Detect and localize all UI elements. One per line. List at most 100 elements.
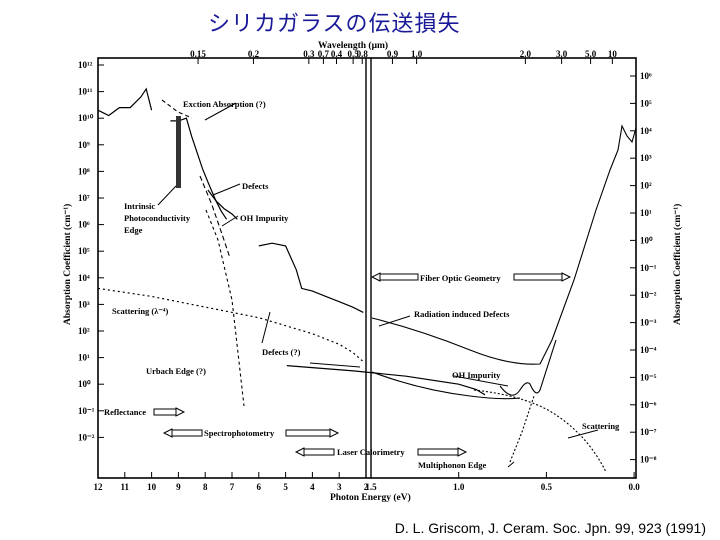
annotation-oh-impurity-top: OH Impurity [240,213,289,223]
right-tick-label: 10⁻² [640,290,657,300]
tick-layer: 12 11 10 9 8 7 6 5 4 3 21.5 1.0 0.5 0.00.15 0.2 0.3 0.4 0… [78,49,657,492]
left-tick-label: 10² [78,326,90,336]
fiber-arrow-left [370,272,381,282]
top-tick-label: 2.0 [520,49,532,59]
multiphonon-dotted-curve [509,395,535,463]
left-tick-label: 10⁶ [78,220,90,230]
series-line-0 [97,87,153,117]
top-tick-label: 0.4 [331,49,343,59]
right-tick-label: 10⁴ [640,126,652,136]
annotation-fiber-optic: Fiber Optic Geometry [420,273,501,283]
series-line-5 [286,365,486,396]
annotation-radiation-defects: Radiation induced Defects [414,309,510,319]
bottom-scattering-curve [371,371,521,400]
annotation-laser-calorimetry: Laser Calorimetry [337,447,405,457]
left-tick-label: 10¹² [78,60,93,70]
laser-arrow-shaft-right [417,448,459,456]
annotation-multiphonon-edge: Multiphonon Edge [418,460,486,470]
series-line-2 [207,189,238,220]
bottom-tick-label: 4 [310,482,315,492]
bottom-tick-label: 2 [364,482,369,492]
right-tick-label: 10⁻⁵ [640,372,657,382]
annotation-defects: Defects [242,181,269,191]
top-tick-label: 0.15 [190,49,206,59]
top-tick-label: 0.2 [248,49,260,59]
right-tick-label: 10⁻⁷ [640,427,657,437]
bottom-tick-label: 11 [121,482,130,492]
top-tick-label: 0.3 [303,49,315,59]
annotation-urbach-edge: Urbach Edge (?) [146,366,206,376]
bottom-tick-label: 1.5 [365,482,377,492]
right-tick-label: 10³ [640,153,652,163]
laser-arrow-shaft-left [303,448,335,456]
bottom-tick-label: 0.0 [628,482,640,492]
laser-arrow-right [457,447,468,457]
annotation-intrinsic: Intrinsic [124,201,155,211]
bottom-tick-label: 12 [94,482,104,492]
annotation-oh-impurity-bottom: OH Impurity [452,370,501,380]
series-line-3 [258,242,364,313]
photoconductivity-bar [176,116,181,188]
annotation-reflectance: Reflectance [104,407,146,417]
spectro-arrow-right [329,428,340,438]
series-line-1 [170,117,228,220]
right-tick-label: 10⁻⁴ [640,345,657,355]
range-arrows [153,272,572,457]
spectro-arrow-shaft-right [285,429,331,437]
left-tick-label: 10⁹ [78,140,90,150]
top-tick-label: 5.0 [585,49,597,59]
left-tick-label: 10⁸ [78,166,90,176]
series-line-4 [97,287,366,364]
citation: D. L. Griscom, J. Ceram. Soc. Jpn. 99, 9… [394,520,706,536]
bottom-tick-label: 7 [230,482,235,492]
extra-curves [161,99,637,473]
annotation-defects-q: Defects (?) [262,347,301,357]
bottom-tick-label: 3 [337,482,342,492]
spectro-arrow-left [162,428,173,438]
reflectance-arrow-head [175,407,186,417]
top-tick-label: 3.0 [556,49,568,59]
left-tick-label: 10⁰ [78,379,91,389]
left-tick-label: 10⁴ [78,273,90,283]
top-tick-label: 0.5 [348,49,360,59]
fiber-absorption-curve [371,124,637,365]
annotation-scattering: Scattering [582,421,620,431]
oh-impurity-bottom-curve [499,339,557,396]
left-tick-label: 10⁻² [78,432,95,442]
top-tick-label: 10 [608,49,618,59]
laser-arrow-left [294,447,305,457]
right-tick-label: 10⁻³ [640,318,657,328]
slide-title: シリカガラスの伝送損失 [208,12,461,37]
left-tick-label: 10⁷ [78,193,90,203]
scattering-dotted-curve [473,389,607,473]
top-tick-label: 0.9 [387,49,399,59]
fiber-arrow-right [561,272,572,282]
left-tick-label: 10⁵ [78,246,90,256]
bottom-tick-label: 1.0 [453,482,465,492]
bottom-axis-label: Photon Energy (eV) [330,492,411,503]
spectro-arrow-shaft-left [171,429,203,437]
right-tick-label: 10⁶ [640,71,652,81]
top-tick-label: 0.7 [318,49,330,59]
top-axis-label: Wavelength (μm) [318,40,388,51]
right-tick-label: 10¹ [640,208,652,218]
left-axis-label: Absorption Coefficient (cm⁻¹) [62,204,73,325]
oh-impurity-dashed-curve [199,175,231,259]
bottom-tick-label: 5 [283,482,288,492]
bottom-tick-label: 10 [147,482,157,492]
exciton-dashed-curve [161,99,193,119]
top-tick-label: 1.0 [411,49,423,59]
top-tick-label: 0.8 [357,49,369,59]
left-tick-label: 10¹⁰ [78,113,94,123]
annotation-photoconductivity: Photoconductivity [124,213,191,223]
bottom-tick-label: 8 [203,482,208,492]
annotation-spectrophotometry: Spectrophotometry [204,428,275,438]
annotation-edge: Edge [124,225,143,235]
bottom-tick-label: 9 [176,482,181,492]
fiber-arrow-shaft-right [513,273,563,281]
left-tick-label: 10³ [78,299,90,309]
right-tick-label: 10⁰ [640,235,653,245]
right-tick-label: 10⁻⁶ [640,400,657,410]
annotation-scattering-lambda: Scattering (λ⁻⁴) [112,306,168,316]
